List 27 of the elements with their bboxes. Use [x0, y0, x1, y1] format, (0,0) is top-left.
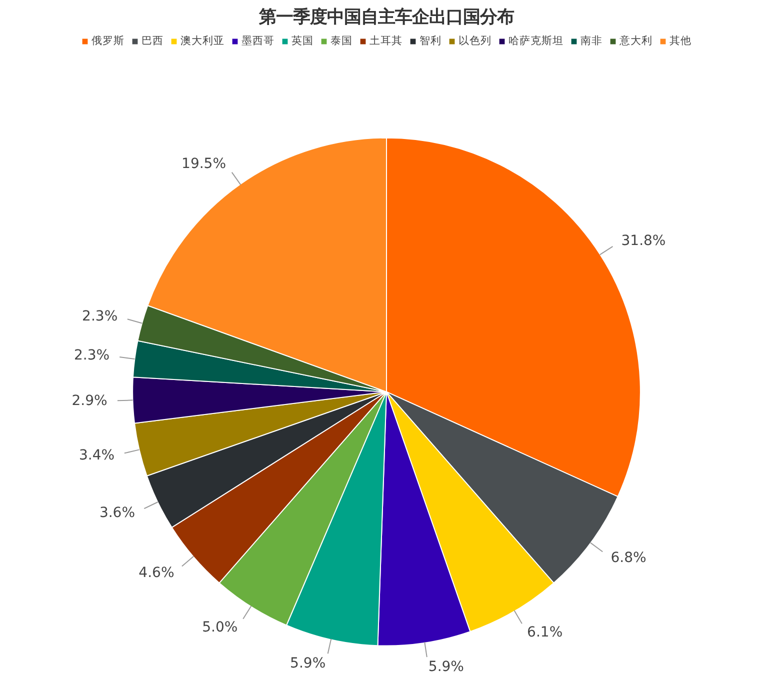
data-label: 6.8%	[610, 550, 646, 566]
data-label: 19.5%	[182, 156, 226, 172]
data-label: 4.6%	[138, 564, 174, 581]
legend-label: 墨西哥	[242, 34, 274, 48]
data-label: 2.3%	[82, 308, 118, 324]
legend-label: 其他	[670, 34, 692, 48]
legend-label: 智利	[420, 34, 442, 48]
legend-label: 哈萨克斯坦	[508, 34, 564, 48]
data-label: 5.0%	[202, 619, 238, 636]
data-label: 5.9%	[290, 656, 326, 672]
data-label: 2.3%	[74, 348, 110, 364]
legend-label: 俄罗斯	[92, 34, 124, 48]
legend-label: 意大利	[620, 34, 652, 48]
data-label: 3.6%	[99, 505, 136, 522]
data-label: 2.9%	[72, 393, 108, 410]
legend-label: 以色列	[458, 34, 492, 48]
legend-label: 澳大利亚	[180, 34, 224, 48]
data-label: 31.8%	[621, 232, 666, 249]
legend-label: 土耳其	[370, 34, 402, 48]
data-label: 6.1%	[527, 624, 563, 640]
data-label: 3.4%	[78, 447, 115, 464]
chart-title: 第一季度中国自主车企出口国分布	[258, 8, 514, 28]
legend-label: 南非	[580, 34, 602, 48]
legend-label: 巴西	[142, 34, 164, 48]
legend-label: 泰国	[330, 34, 352, 48]
legend-label: 英国	[292, 34, 314, 48]
data-label: 5.9%	[428, 659, 464, 676]
